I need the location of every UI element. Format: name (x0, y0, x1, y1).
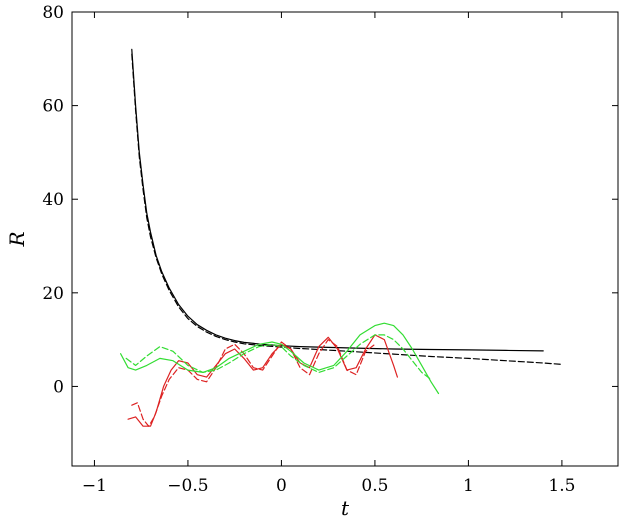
x-tick-label: −1 (82, 476, 107, 496)
y-tick-label: 0 (53, 377, 64, 397)
series-group (120, 48, 563, 427)
x-tick-label: 1 (463, 476, 474, 496)
series-line-3 (127, 334, 398, 427)
x-axis-label: t (341, 496, 350, 520)
series-line-6 (125, 334, 432, 380)
y-tick-label: 60 (42, 97, 64, 117)
y-axis-label: R (5, 231, 29, 247)
y-tick-label: 20 (42, 284, 64, 304)
x-tick-label: −0.5 (167, 476, 208, 496)
axis-ticks: −1 −0.5 0 0.5 1 1.5 0 20 40 60 80 (42, 3, 618, 496)
x-tick-label: 0 (276, 476, 287, 496)
plot-frame (71, 11, 619, 467)
series-line-4 (131, 339, 376, 427)
y-tick-label: 40 (42, 190, 64, 210)
y-tick-label: 80 (42, 3, 64, 23)
series-line-2 (131, 53, 563, 365)
x-tick-label: 1.5 (548, 476, 575, 496)
series-line-5 (120, 322, 440, 395)
x-tick-label: 0.5 (361, 476, 388, 496)
series-line-1 (131, 48, 544, 352)
